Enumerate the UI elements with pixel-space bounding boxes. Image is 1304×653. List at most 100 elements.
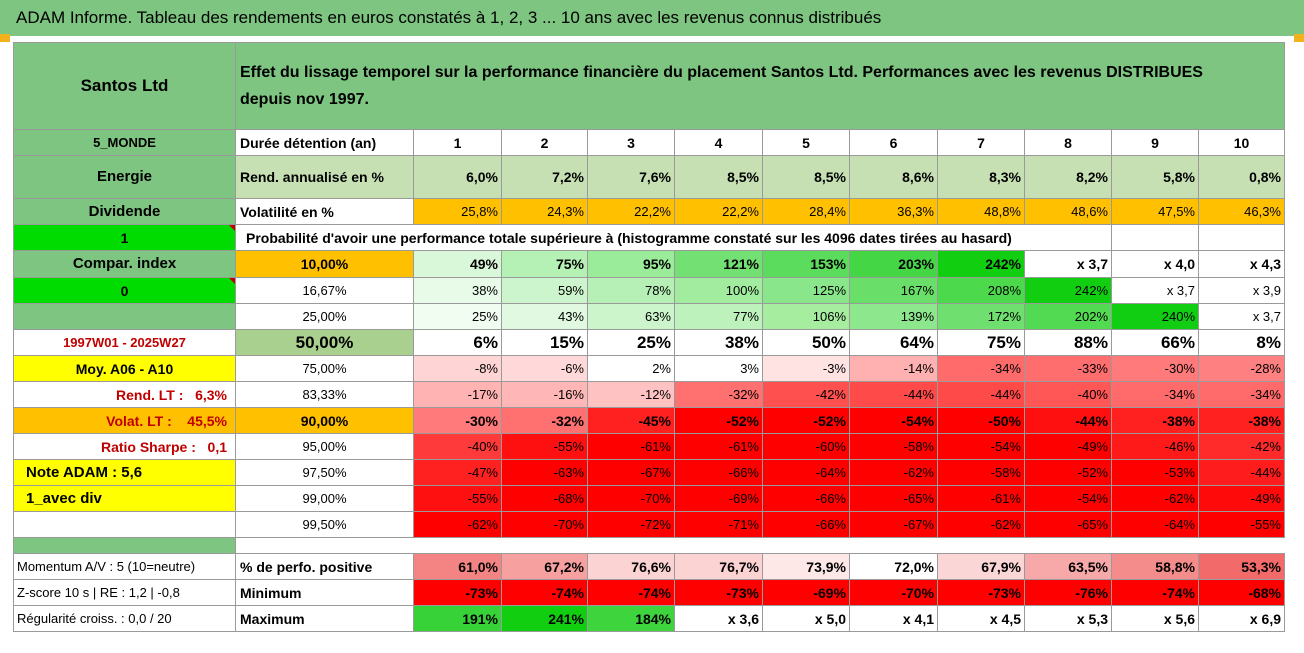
proba-cell: 59% bbox=[501, 277, 588, 304]
volat-cell: 46,3% bbox=[1198, 198, 1285, 225]
proba-cell: 106% bbox=[762, 303, 850, 330]
year-header: 9 bbox=[1111, 129, 1199, 156]
company-name: Santos Ltd bbox=[13, 42, 236, 130]
duree-label: Durée détention (an) bbox=[235, 129, 414, 156]
perf-pos-cell: 53,3% bbox=[1198, 553, 1285, 580]
proba-cell: -53% bbox=[1111, 459, 1199, 486]
perf-pos-cell: 61,0% bbox=[413, 553, 502, 580]
proba-cell: -66% bbox=[762, 485, 850, 512]
rend-cell: 8,6% bbox=[849, 155, 938, 199]
proba-cell: -69% bbox=[674, 485, 763, 512]
proba-cell: 139% bbox=[849, 303, 938, 330]
proba-cell: 242% bbox=[937, 250, 1025, 278]
proba-cell: -63% bbox=[501, 459, 588, 486]
proba-cell: 208% bbox=[937, 277, 1025, 304]
rend-cell: 8,5% bbox=[762, 155, 850, 199]
proba-cell: -58% bbox=[849, 433, 938, 460]
moy-label: Moy. A06 - A10 bbox=[13, 355, 236, 382]
sharpe-value: 0,1 bbox=[207, 438, 227, 455]
proba-pct: 50,00% bbox=[235, 329, 414, 356]
proba-cell: 202% bbox=[1024, 303, 1112, 330]
proba-cell: -54% bbox=[937, 433, 1025, 460]
rend-cell: 6,0% bbox=[413, 155, 502, 199]
maximum-label: Maximum bbox=[235, 605, 414, 632]
proba-cell: x 3,9 bbox=[1198, 277, 1285, 304]
proba-pct: 99,00% bbox=[235, 485, 414, 512]
volat-cell: 36,3% bbox=[849, 198, 938, 225]
proba-row: Volat. LT : 45,5% 90,00% -30% -32% -45% … bbox=[13, 407, 1285, 434]
proba-cell: -28% bbox=[1198, 355, 1285, 382]
rend-cell: 8,5% bbox=[674, 155, 763, 199]
proba-cell: 172% bbox=[937, 303, 1025, 330]
empty-side-cell bbox=[13, 303, 236, 330]
proba-pct: 97,50% bbox=[235, 459, 414, 486]
proba-cell: -6% bbox=[501, 355, 588, 382]
type-label: Dividende bbox=[13, 198, 236, 225]
proba-cell: 3% bbox=[674, 355, 763, 382]
volat-cell: 48,8% bbox=[937, 198, 1025, 225]
rend-lt-cell: Rend. LT : 6,3% bbox=[13, 381, 236, 408]
proba-cell: -62% bbox=[413, 511, 502, 538]
proba-cell: -54% bbox=[1024, 485, 1112, 512]
proba-cell: 153% bbox=[762, 250, 850, 278]
proba-row: Rend. LT : 6,3% 83,33% -17% -16% -12% -3… bbox=[13, 381, 1285, 408]
zscore-label: Z-score 10 s | RE : 1,2 | -0,8 bbox=[13, 579, 236, 606]
minimum-cell: -69% bbox=[762, 579, 850, 606]
proba-cell: -61% bbox=[674, 433, 763, 460]
perf-pos-cell: 67,2% bbox=[501, 553, 588, 580]
proba-cell: -49% bbox=[1024, 433, 1112, 460]
volat-lt-value: 45,5% bbox=[187, 412, 227, 429]
proba-pct: 10,00% bbox=[235, 250, 414, 278]
year-header: 1 bbox=[413, 129, 502, 156]
maximum-cell: x 3,6 bbox=[674, 605, 763, 632]
minimum-cell: -68% bbox=[1198, 579, 1285, 606]
proba-cell: 88% bbox=[1024, 329, 1112, 356]
proba-cell: -70% bbox=[501, 511, 588, 538]
spacer-row bbox=[236, 538, 1285, 554]
rend-cell: 0,8% bbox=[1198, 155, 1285, 199]
proba-row: 1997W01 - 2025W27 50,00% 6% 15% 25% 38% … bbox=[13, 329, 1285, 356]
proba-cell: -16% bbox=[501, 381, 588, 408]
proba-cell: 203% bbox=[849, 250, 938, 278]
proba-row: Moy. A06 - A10 75,00% -8% -6% 2% 3% -3% … bbox=[13, 355, 1285, 382]
returns-table: Santos Ltd Effet du lissage temporel sur… bbox=[13, 42, 1285, 632]
proba-cell: 25% bbox=[413, 303, 502, 330]
proba-cell: -32% bbox=[674, 381, 763, 408]
maximum-cell: x 4,1 bbox=[849, 605, 938, 632]
proba-cell: -46% bbox=[1111, 433, 1199, 460]
proba-cell: 75% bbox=[501, 250, 588, 278]
proba-cell: -72% bbox=[587, 511, 675, 538]
maximum-cell: x 4,5 bbox=[937, 605, 1025, 632]
proba-pct: 75,00% bbox=[235, 355, 414, 382]
proba-cell: 15% bbox=[501, 329, 588, 356]
proba-cell: -60% bbox=[762, 433, 850, 460]
proba-cell: 2% bbox=[587, 355, 675, 382]
proba-cell: -64% bbox=[762, 459, 850, 486]
rend-label: Rend. annualisé en % bbox=[235, 155, 414, 199]
proba-cell: -68% bbox=[501, 485, 588, 512]
volat-lt-label: Volat. LT : bbox=[106, 412, 172, 429]
proba-cell: 75% bbox=[937, 329, 1025, 356]
year-header: 10 bbox=[1198, 129, 1285, 156]
proba-row: 0 16,67% 38% 59% 78% 100% 125% 167% 208%… bbox=[13, 277, 1285, 304]
year-header: 2 bbox=[501, 129, 588, 156]
proba-cell: -17% bbox=[413, 381, 502, 408]
year-header: 4 bbox=[674, 129, 763, 156]
proba-cell: -44% bbox=[849, 381, 938, 408]
proba-cell: -30% bbox=[1111, 355, 1199, 382]
year-header: 3 bbox=[587, 129, 675, 156]
volat-cell: 48,6% bbox=[1024, 198, 1112, 225]
proba-row: 99,50% -62% -70% -72% -71% -66% -67% -62… bbox=[13, 511, 1285, 538]
proba-cell: 63% bbox=[587, 303, 675, 330]
proba-row: Ratio Sharpe : 0,1 95,00% -40% -55% -61%… bbox=[13, 433, 1285, 460]
regularite-label: Régularité croiss. : 0,0 / 20 bbox=[13, 605, 236, 632]
proba-cell: -33% bbox=[1024, 355, 1112, 382]
corner-marker-right bbox=[1294, 34, 1304, 42]
year-header: 8 bbox=[1024, 129, 1112, 156]
proba-cell: -58% bbox=[937, 459, 1025, 486]
proba-cell: 50% bbox=[762, 329, 850, 356]
proba-cell: -65% bbox=[1024, 511, 1112, 538]
proba-cell: 49% bbox=[413, 250, 502, 278]
perf-pos-label: % de perfo. positive bbox=[235, 553, 414, 580]
proba-row: 25,00% 25% 43% 63% 77% 106% 139% 172% 20… bbox=[13, 303, 1285, 330]
